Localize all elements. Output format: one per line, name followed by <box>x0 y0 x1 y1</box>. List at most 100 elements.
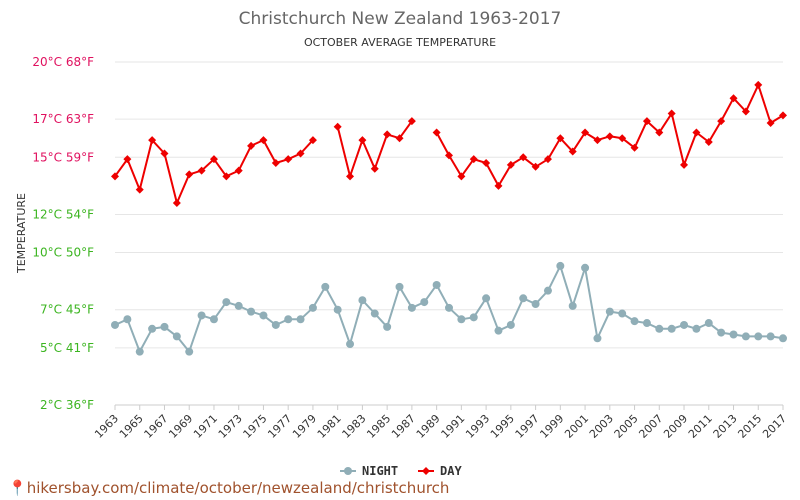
data-point <box>234 166 243 175</box>
data-point <box>482 294 491 303</box>
data-point <box>556 134 565 143</box>
data-point <box>630 143 639 152</box>
data-point <box>222 172 231 181</box>
data-point <box>556 261 565 270</box>
x-tick-label: 1989 <box>414 412 443 441</box>
legend-item-night[interactable]: NIGHT <box>340 464 398 478</box>
legend-marker <box>344 467 352 475</box>
x-tick-label: 1973 <box>216 412 245 441</box>
data-point <box>704 319 713 328</box>
data-point <box>605 132 614 141</box>
data-point <box>717 328 726 337</box>
data-point <box>642 319 651 328</box>
data-point <box>531 162 540 171</box>
data-point <box>135 185 144 194</box>
y-tick-label: 17°C 63°F <box>32 112 94 126</box>
x-tick-label: 2011 <box>686 412 715 441</box>
y-tick-label: 10°C 50°F <box>32 246 94 260</box>
data-point <box>445 303 453 312</box>
series-day <box>111 80 787 208</box>
data-point <box>172 199 181 208</box>
x-tick-label: 2009 <box>661 412 690 441</box>
x-tick-label: 2005 <box>612 412 641 441</box>
data-point <box>271 158 280 167</box>
x-tick-label: 1997 <box>513 412 542 441</box>
series-layer <box>111 80 787 356</box>
y-tick-label: 20°C 68°F <box>32 55 94 69</box>
data-point <box>296 149 305 158</box>
data-point <box>568 147 577 156</box>
data-point <box>457 315 466 324</box>
data-point <box>197 166 206 175</box>
data-point <box>209 315 218 324</box>
data-point <box>185 170 194 179</box>
x-tick-label: 1995 <box>488 412 517 441</box>
x-tick-label: 2001 <box>562 412 591 441</box>
source-url: hikersbay.com/climate/october/newzealand… <box>26 479 450 497</box>
data-point <box>370 309 379 318</box>
legend[interactable]: NIGHT DAY <box>340 464 462 478</box>
x-tick-label: 2017 <box>760 412 789 441</box>
data-point <box>469 155 478 164</box>
x-tick-label: 1971 <box>191 412 220 441</box>
data-point <box>543 155 552 164</box>
data-point <box>284 155 293 164</box>
data-point <box>766 118 775 127</box>
x-axis-ticks: 1963196519671969197119731975197719791981… <box>92 405 789 441</box>
legend-item-day[interactable]: DAY <box>418 464 462 478</box>
x-tick-label: 1987 <box>389 412 418 441</box>
series-night <box>111 261 787 356</box>
x-tick-label: 2007 <box>636 412 665 441</box>
data-point <box>420 298 429 307</box>
data-point <box>247 141 256 150</box>
data-point <box>247 307 256 316</box>
x-tick-label: 1975 <box>241 412 270 441</box>
data-point <box>531 300 540 309</box>
data-point <box>160 149 169 158</box>
data-point <box>346 340 355 349</box>
data-point <box>284 315 293 324</box>
y-axis-label: TEMPERATURE <box>15 193 28 274</box>
x-tick-label: 1991 <box>439 412 468 441</box>
data-point <box>445 151 453 160</box>
data-point <box>395 282 404 291</box>
data-point <box>655 128 664 137</box>
data-point <box>358 296 367 305</box>
chart-title: Christchurch New Zealand 1963-2017 <box>239 9 562 29</box>
data-point <box>779 334 787 343</box>
y-tick-label: 7°C 45°F <box>40 303 94 317</box>
data-point <box>259 136 268 145</box>
data-point <box>605 307 614 316</box>
chart-subtitle: OCTOBER AVERAGE TEMPERATURE <box>304 36 496 49</box>
data-point <box>296 315 305 324</box>
x-tick-label: 1967 <box>142 412 171 441</box>
y-tick-label: 15°C 59°F <box>32 150 94 164</box>
x-tick-label: 1969 <box>166 412 195 441</box>
data-point <box>581 263 590 272</box>
data-point <box>395 134 404 143</box>
data-point <box>172 332 181 341</box>
data-point <box>729 94 738 103</box>
x-tick-label: 1965 <box>117 412 146 441</box>
data-point <box>333 122 342 131</box>
data-point <box>568 301 577 310</box>
data-point <box>519 294 528 303</box>
data-point <box>741 332 750 341</box>
data-point <box>667 324 676 333</box>
data-point <box>692 128 701 137</box>
data-point <box>717 117 726 126</box>
data-point <box>197 311 206 320</box>
data-point <box>618 309 627 318</box>
data-point <box>407 117 416 126</box>
x-tick-label: 2003 <box>587 412 616 441</box>
series-line-day <box>114 83 784 204</box>
data-point <box>741 107 750 116</box>
source-link[interactable]: 📍hikersbay.com/climate/october/newzealan… <box>8 479 449 497</box>
data-point <box>346 172 355 181</box>
data-point <box>123 315 132 324</box>
y-tick-label: 5°C 41°F <box>40 341 94 355</box>
y-axis-ticks: 20°C 68°F 17°C 63°F 15°C 59°F 12°C 54°F 10°C… <box>32 55 94 412</box>
data-point <box>111 172 119 181</box>
data-point <box>185 347 194 356</box>
data-point <box>593 334 602 343</box>
